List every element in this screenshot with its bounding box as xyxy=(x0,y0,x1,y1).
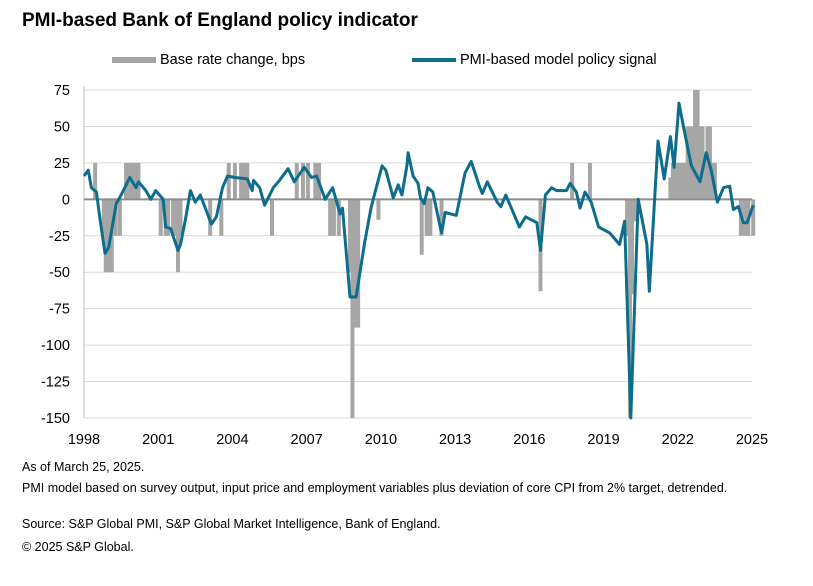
base-rate-bar xyxy=(219,199,224,236)
note-model: PMI model based on survey output, input … xyxy=(22,481,728,495)
base-rate-bar xyxy=(356,199,361,328)
chart-title: PMI-based Bank of England policy indicat… xyxy=(22,10,418,31)
legend-label-base-rate: Base rate change, bps xyxy=(160,52,306,68)
legend-item-model: PMI-based model policy signal xyxy=(412,52,657,68)
note-source: Source: S&P Global PMI, S&P Global Marke… xyxy=(22,517,441,531)
base-rate-bar xyxy=(419,199,424,255)
base-rate-bar xyxy=(178,199,183,236)
base-rate-bar xyxy=(632,199,637,222)
base-rate-bar xyxy=(328,199,333,236)
base-rate-bar xyxy=(625,199,630,236)
base-rate-bar xyxy=(630,199,635,295)
x-tick-label: 2025 xyxy=(736,432,768,448)
x-tick-label: 2010 xyxy=(365,432,397,448)
base-rate-bar xyxy=(117,199,122,236)
base-rate-bar xyxy=(702,162,707,200)
base-rate-bar xyxy=(313,162,318,200)
x-tick-label: 2016 xyxy=(513,432,545,448)
base-rate-bar xyxy=(270,199,275,236)
base-rate-bar xyxy=(127,162,132,200)
model-signal-line xyxy=(82,101,755,420)
base-rate-bar xyxy=(133,162,138,200)
base-rate-bar xyxy=(176,199,181,273)
y-tick-label: -50 xyxy=(49,265,70,281)
base-rate-bar xyxy=(239,162,244,200)
legend: Base rate change, bps PMI-based model po… xyxy=(0,52,813,74)
legend-swatch-model xyxy=(412,58,456,62)
x-tick-label: 2013 xyxy=(439,432,471,448)
base-rate-bar xyxy=(347,199,352,273)
y-tick-label: -25 xyxy=(49,229,70,245)
base-rate-bar xyxy=(685,126,690,200)
base-rate-bar xyxy=(678,162,683,200)
note-copyright: © 2025 S&P Global. xyxy=(22,540,134,554)
base-rate-bar xyxy=(376,199,381,220)
base-rate-bar xyxy=(690,126,695,200)
base-rate-bar xyxy=(570,162,575,200)
base-rate-bar xyxy=(350,199,355,418)
base-rate-bar xyxy=(428,199,433,236)
base-rate-bar xyxy=(124,162,129,200)
base-rate-bar xyxy=(628,199,633,418)
base-rate-bar xyxy=(93,162,98,200)
base-rate-bar xyxy=(294,162,299,200)
x-tick-label: 2001 xyxy=(142,432,174,448)
base-rate-bar xyxy=(113,199,118,236)
y-tick-label: -150 xyxy=(41,411,70,427)
base-rate-bar xyxy=(705,126,710,200)
base-rate-bar xyxy=(712,162,717,200)
y-tick-label: -125 xyxy=(41,375,70,391)
base-rate-bar xyxy=(241,162,246,200)
y-tick-label: -75 xyxy=(49,302,70,318)
base-rate-bar xyxy=(336,199,341,236)
base-rate-bar xyxy=(587,162,592,200)
base-rate-bar xyxy=(166,199,171,236)
x-tick-label: 2019 xyxy=(587,432,619,448)
y-tick-label: 25 xyxy=(54,156,70,172)
y-tick-label: -100 xyxy=(41,338,70,354)
base-rate-bar xyxy=(300,162,305,200)
base-rate-bar xyxy=(424,199,429,236)
base-rate-bar xyxy=(171,199,176,236)
x-tick-label: 1998 xyxy=(68,432,100,448)
legend-swatch-base-rate xyxy=(112,57,156,63)
x-tick-label: 2007 xyxy=(291,432,323,448)
base-rate-bar xyxy=(158,199,163,236)
base-rate-bar xyxy=(742,199,747,236)
base-rate-bar xyxy=(698,126,703,200)
base-rate-bar xyxy=(675,162,680,200)
y-tick-label: 75 xyxy=(54,83,70,99)
base-rate-bar xyxy=(673,162,678,200)
base-rate-bar xyxy=(439,199,444,236)
legend-item-base-rate: Base rate change, bps xyxy=(112,52,305,68)
y-tick-label: 50 xyxy=(54,119,70,135)
base-rate-bar xyxy=(232,162,237,200)
base-rate-bar xyxy=(668,177,673,200)
base-rate-bar xyxy=(670,162,675,200)
x-tick-label: 2022 xyxy=(662,432,694,448)
base-rate-bar xyxy=(683,162,688,200)
base-rate-bar xyxy=(751,199,756,236)
base-rate-bar xyxy=(693,90,698,200)
note-as-of: As of March 25, 2025. xyxy=(22,460,145,474)
plot-area: 75 50 25 0 -25 -50 -75 -100 -125 -150 1998 2001 2004… xyxy=(41,83,768,448)
base-rate-bar xyxy=(331,199,336,236)
y-tick-label: 0 xyxy=(62,192,70,208)
base-rate-bar xyxy=(305,162,310,200)
base-rate-bar xyxy=(173,199,178,236)
base-rate-bar xyxy=(680,162,685,200)
legend-label-model: PMI-based model policy signal xyxy=(460,52,657,68)
x-tick-label: 2004 xyxy=(216,432,248,448)
base-rate-bar xyxy=(226,162,231,200)
base-rate-bar xyxy=(695,90,700,200)
